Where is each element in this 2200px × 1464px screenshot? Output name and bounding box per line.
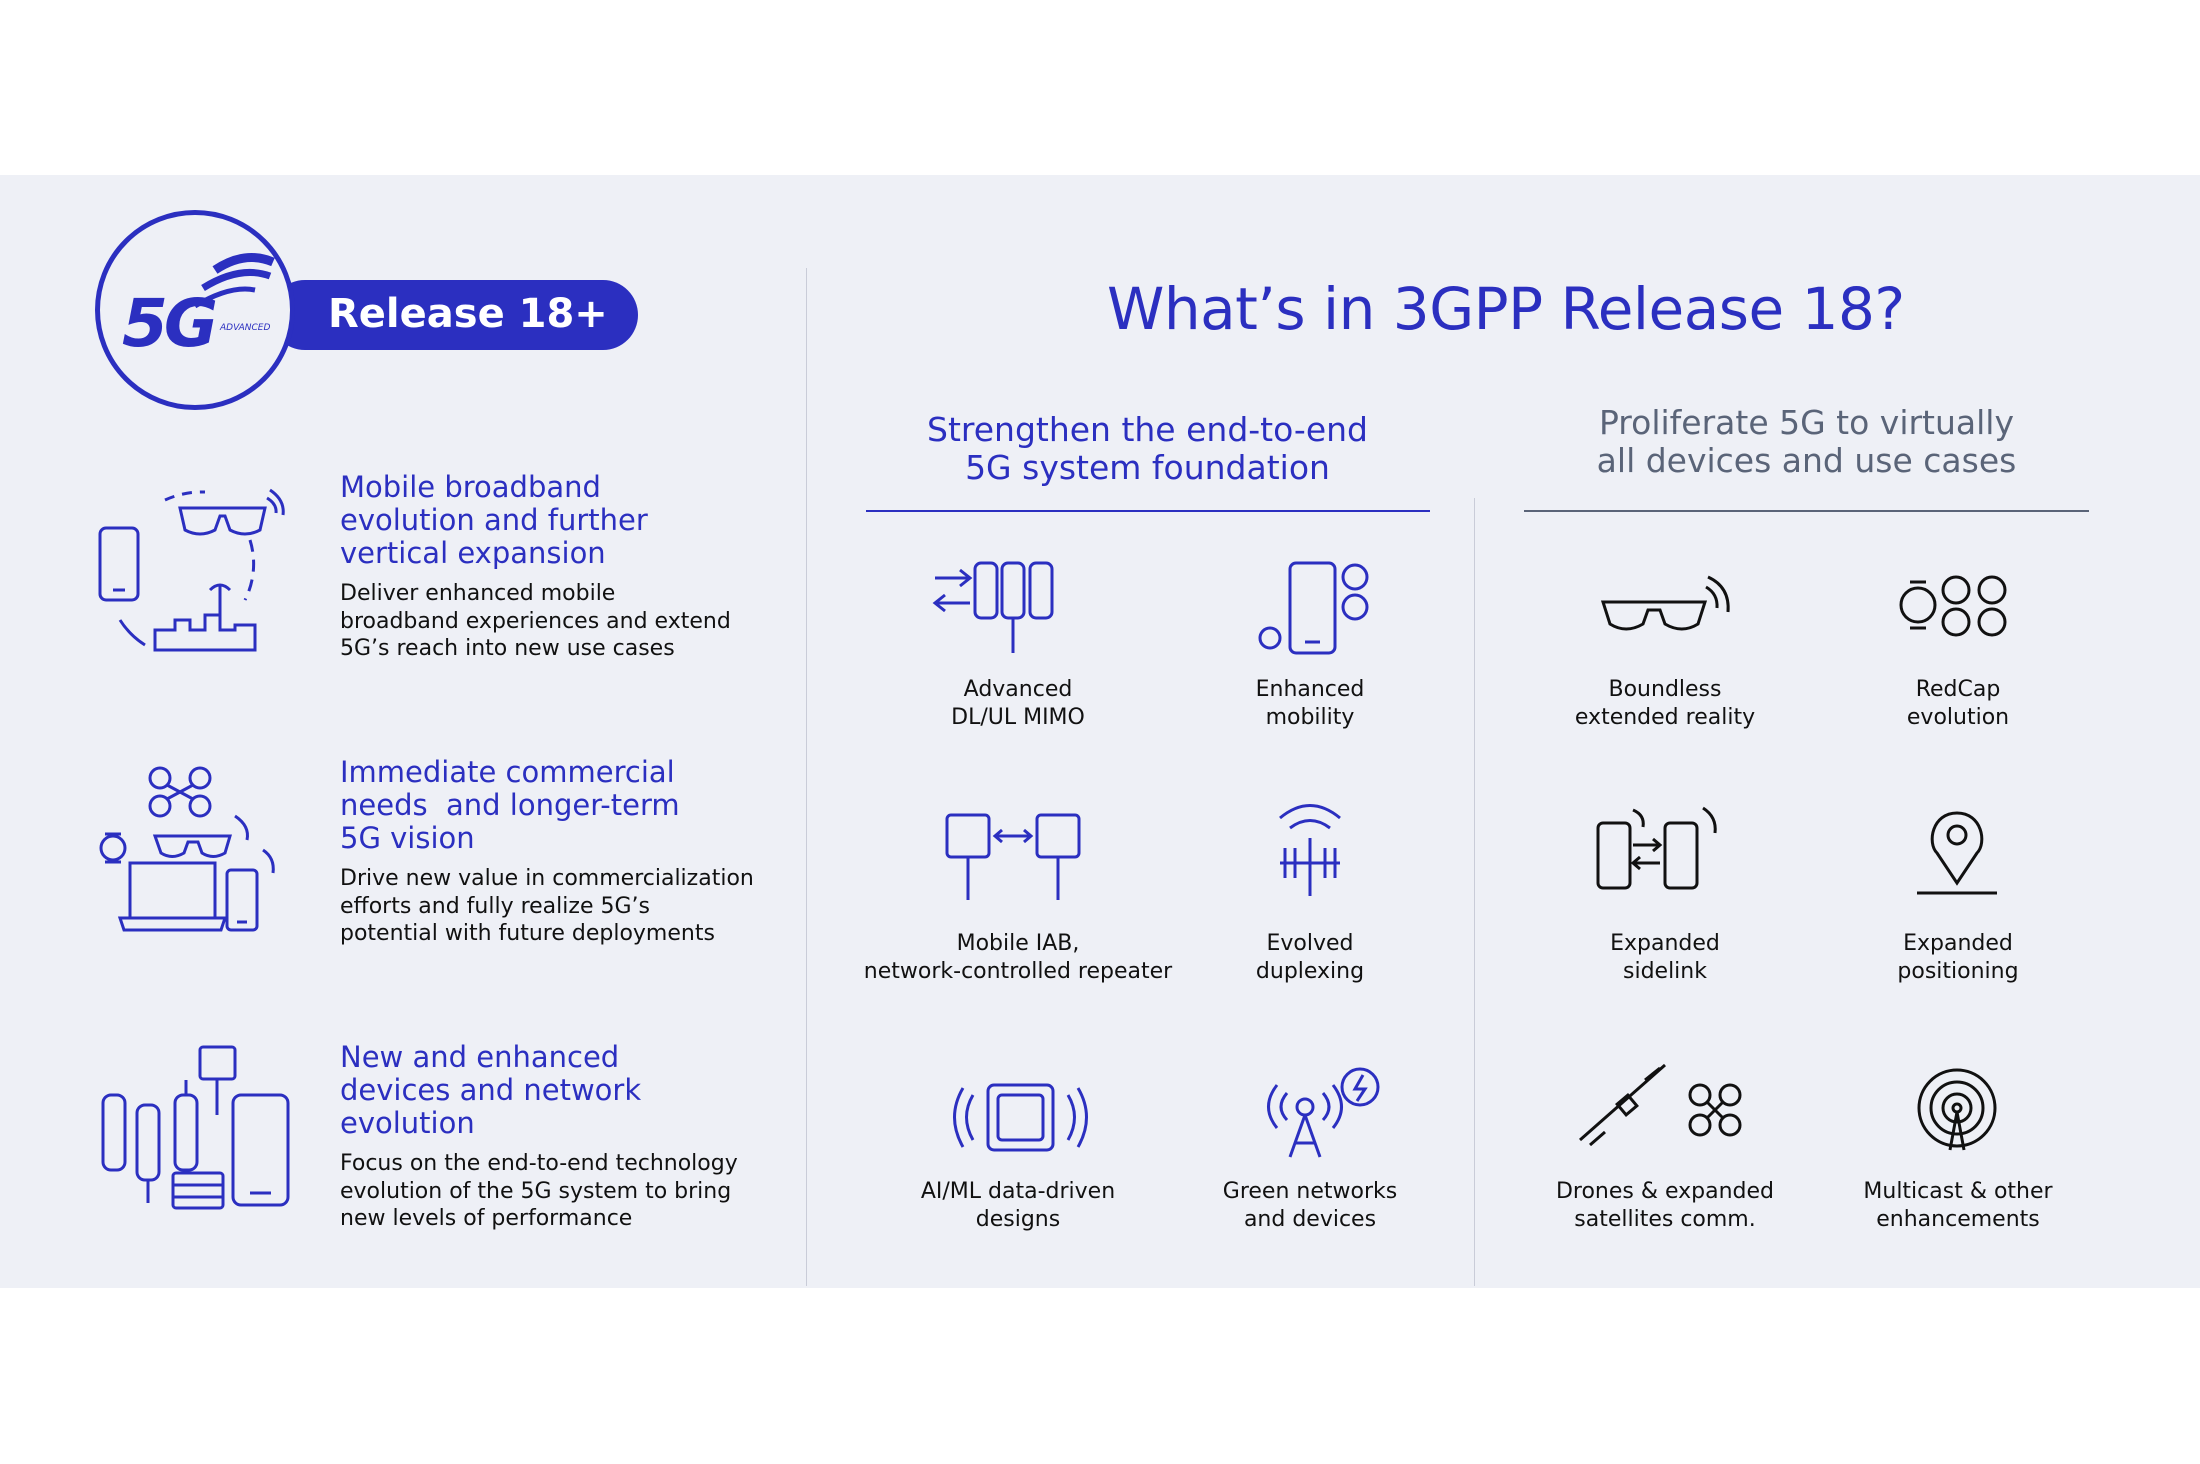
broadband-expansion-icon [98,488,285,652]
location-pin-icon [1917,811,1997,895]
heading-rule [1524,510,2089,512]
column-heading: Proliferate 5G to virtually all devices … [1596,403,2017,480]
mimo-antenna-icon [932,561,1054,653]
column-divider [1474,498,1475,1286]
feature-label: Green networks and devices [1222,1179,1398,1232]
ai-chip-icon [953,1083,1088,1152]
item-description: Drive new value in commercialization eff… [340,866,754,946]
multicast-icon [1917,1068,1997,1151]
commercial-vision-icon [99,766,275,932]
column-divider [806,268,807,1286]
feature-label: Drones & expanded satellites comm. [1555,1179,1775,1232]
item-heading: New and enhanced devices and network evo… [340,1040,642,1140]
feature-label: Mobile IAB, network-controlled repeater [863,931,1173,984]
redcap-devices-icon [1899,575,2007,637]
feature-label: Enhanced mobility [1255,677,1365,730]
iab-repeater-icon [945,813,1081,900]
content-band [0,175,2200,1288]
feature-label: Advanced DL/UL MIMO [951,677,1085,730]
logo-sub: ADVANCED [220,323,271,333]
heading-rule [866,510,1430,512]
feature-label: Boundless extended reality [1574,677,1756,730]
item-description: Deliver enhanced mobile broadband experi… [340,581,731,661]
5g-advanced-logo: 5G ADVANCED [95,210,295,410]
item-description: Focus on the end-to-end technology evolu… [340,1151,738,1231]
logo-mark: 5G [122,285,218,362]
feature-label: Expanded sidelink [1610,931,1720,984]
feature-label: Expanded positioning [1897,931,2019,984]
item-heading: Mobile broadband evolution and further v… [340,470,648,570]
release-badge: Release 18+ [270,280,638,350]
devices-network-icon [101,1045,290,1210]
green-tower-icon [1267,1067,1380,1158]
duplexing-antenna-icon [1279,804,1341,896]
sidelink-phones-icon [1596,806,1717,890]
feature-label: Evolved duplexing [1255,931,1365,984]
feature-label: Multicast & other enhancements [1863,1179,2053,1232]
xr-glasses-icon [1600,575,1730,631]
column-heading: Strengthen the end-to-end 5G system foun… [927,410,1368,487]
feature-label: RedCap evolution [1906,677,2010,730]
page-title: What’s in 3GPP Release 18? [1107,275,1905,343]
drone-satellite-icon [1579,1063,1742,1147]
item-heading: Immediate commercial needs and longer-te… [340,755,680,855]
mobility-phone-icon [1258,561,1369,655]
feature-label: AI/ML data-driven designs [920,1179,1116,1232]
